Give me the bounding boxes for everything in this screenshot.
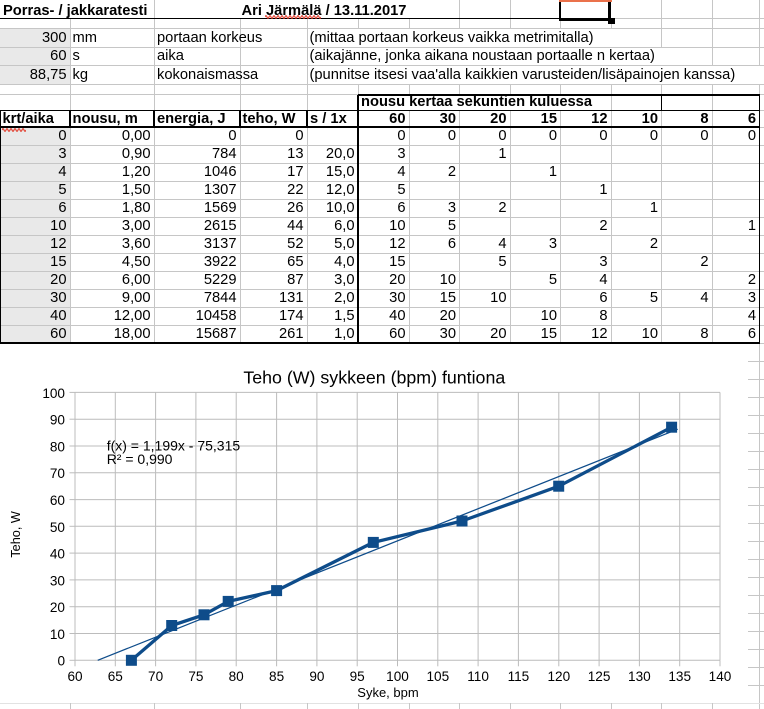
- svg-text:95: 95: [350, 669, 365, 684]
- svg-text:20: 20: [50, 600, 66, 615]
- svg-text:65: 65: [108, 669, 123, 684]
- svg-text:30: 30: [50, 573, 66, 588]
- svg-text:f(x) = 1,199x - 75,315: f(x) = 1,199x - 75,315: [107, 437, 241, 453]
- svg-text:125: 125: [588, 669, 611, 684]
- svg-text:115: 115: [508, 669, 530, 684]
- svg-text:110: 110: [467, 669, 489, 684]
- svg-text:80: 80: [229, 669, 245, 684]
- svg-text:80: 80: [50, 439, 66, 454]
- svg-text:120: 120: [547, 669, 570, 684]
- svg-text:Syke, bpm: Syke, bpm: [357, 685, 418, 700]
- svg-text:100: 100: [386, 669, 409, 684]
- svg-text:70: 70: [50, 466, 66, 481]
- svg-text:0: 0: [57, 654, 65, 669]
- svg-text:130: 130: [628, 669, 651, 684]
- svg-text:105: 105: [426, 669, 449, 684]
- svg-text:135: 135: [668, 669, 691, 684]
- svg-text:60: 60: [50, 493, 66, 508]
- svg-text:70: 70: [148, 669, 164, 684]
- svg-text:85: 85: [269, 669, 284, 684]
- svg-text:Teho, W: Teho, W: [9, 511, 23, 558]
- svg-text:R² = 0,990: R² = 0,990: [107, 451, 173, 467]
- svg-text:90: 90: [309, 669, 325, 684]
- svg-text:100: 100: [42, 386, 65, 401]
- svg-text:Teho (W) sykkeen (bpm) funtion: Teho (W) sykkeen (bpm) funtiona: [243, 367, 505, 387]
- svg-text:140: 140: [709, 669, 732, 684]
- svg-text:90: 90: [50, 413, 66, 428]
- svg-text:50: 50: [50, 520, 66, 535]
- svg-text:75: 75: [188, 669, 203, 684]
- svg-text:10: 10: [50, 627, 66, 642]
- svg-text:40: 40: [50, 547, 66, 562]
- svg-text:60: 60: [67, 669, 83, 684]
